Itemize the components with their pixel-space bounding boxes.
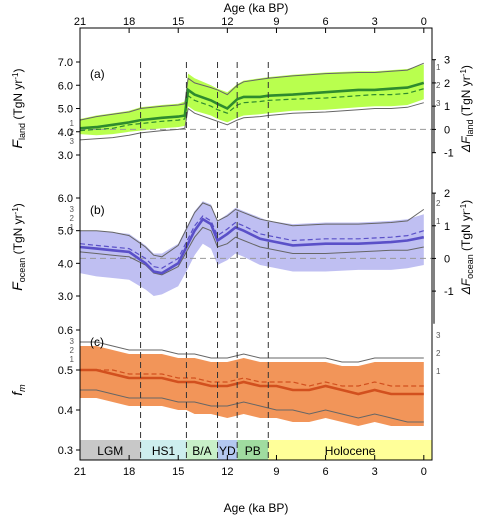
y2-tick-label: 1 bbox=[444, 101, 450, 113]
y2-axis-title: ΔFocean (TgN yr-1) bbox=[459, 200, 475, 295]
curve-3 bbox=[79, 102, 424, 141]
bottom-x-tick-label: 18 bbox=[123, 466, 135, 478]
curve-label-left: 2 bbox=[70, 214, 75, 223]
top-x-tick-label: 12 bbox=[221, 16, 233, 28]
bottom-x-tick-label: 21 bbox=[74, 466, 86, 478]
period-label: Holocene bbox=[325, 444, 376, 458]
y2-tick-label: 3 bbox=[444, 55, 450, 67]
period-block bbox=[268, 440, 432, 460]
y2-tick-label: 2 bbox=[444, 188, 450, 200]
top-x-tick-label: 9 bbox=[273, 16, 279, 28]
panel-letter: (c) bbox=[90, 335, 104, 349]
curve-label-left: 2 bbox=[70, 346, 75, 355]
top-x-axis: Age (ka BP) 21 18 15 12 9 6 3 0 bbox=[74, 1, 427, 33]
curve-label-left: 2 bbox=[70, 128, 75, 137]
bottom-x-tick-label: 3 bbox=[372, 466, 378, 478]
y-axis-title: Fland (TgN yr-1) bbox=[9, 68, 27, 148]
curve-label-left: 1 bbox=[70, 355, 75, 364]
y2-tick-label: 0 bbox=[444, 253, 450, 265]
bottom-x-tick-label: 9 bbox=[273, 466, 279, 478]
curve-label-right: 3 bbox=[436, 331, 441, 340]
top-x-tick-label: 6 bbox=[323, 16, 329, 28]
bottom-x-tick-label: 15 bbox=[172, 466, 184, 478]
period-block bbox=[140, 440, 187, 460]
bottom-x-tick-label: 0 bbox=[421, 466, 427, 478]
y-tick-label: 3.0 bbox=[58, 291, 73, 303]
curve-label-right: 1 bbox=[436, 217, 441, 226]
y-tick-label: 0.3 bbox=[58, 445, 73, 457]
y-axis-title: Focean (TgN yr-1) bbox=[9, 203, 27, 291]
period-label: B/A bbox=[192, 444, 211, 458]
top-x-tick-label: 0 bbox=[421, 16, 427, 28]
curve-label-right: 2 bbox=[436, 349, 441, 358]
curve-label-right: 2 bbox=[436, 199, 441, 208]
top-x-tick-label: 18 bbox=[123, 16, 135, 28]
y-tick-label: 5.0 bbox=[58, 104, 73, 116]
period-block bbox=[217, 440, 238, 460]
y-tick-label: 4.0 bbox=[58, 258, 73, 270]
y-tick-label: 0.6 bbox=[58, 325, 73, 337]
curve-1 bbox=[79, 226, 424, 276]
y-tick-label: 0.5 bbox=[58, 365, 73, 377]
curve-label-left: 1 bbox=[70, 119, 75, 128]
panel-letter: (b) bbox=[90, 203, 105, 217]
curve-2 bbox=[79, 215, 424, 269]
panel-letter: (a) bbox=[90, 67, 105, 81]
y2-tick-label: -1 bbox=[444, 286, 454, 298]
y2-tick-label: 2 bbox=[444, 78, 450, 90]
curve-label-right: 1 bbox=[436, 367, 441, 376]
top-x-axis-title: Age (ka BP) bbox=[224, 1, 289, 15]
curve-3 bbox=[80, 341, 424, 363]
period-label: HS1 bbox=[152, 444, 176, 458]
period-block bbox=[186, 440, 218, 460]
top-x-tick-label: 15 bbox=[172, 16, 184, 28]
curve-label-left: 3 bbox=[70, 137, 75, 146]
curve-2 bbox=[79, 88, 424, 132]
y-tick-label: 5.0 bbox=[58, 226, 73, 238]
top-x-tick-label: 21 bbox=[74, 16, 86, 28]
y2-tick-label: 1 bbox=[444, 221, 450, 233]
y-axis-title: fm bbox=[9, 384, 27, 396]
period-block bbox=[80, 440, 141, 460]
curve-label-left: 3 bbox=[70, 205, 75, 214]
mean-line bbox=[79, 217, 425, 275]
mean-line bbox=[80, 368, 424, 396]
bottom-x-axis: 21 18 15 12 9 6 3 0 Age (ka BP) bbox=[74, 455, 427, 515]
y-tick-label: 6.0 bbox=[58, 80, 73, 92]
curve-label-right: 3 bbox=[436, 99, 441, 108]
y-tick-label: 7.0 bbox=[58, 57, 73, 69]
period-label: PB bbox=[245, 444, 261, 458]
curve-label-left: 1 bbox=[70, 223, 75, 232]
period-block bbox=[237, 440, 269, 460]
top-x-tick-label: 3 bbox=[372, 16, 378, 28]
y-tick-label: 0.4 bbox=[58, 405, 73, 417]
curve-label-left: 3 bbox=[70, 337, 75, 346]
plot-frame bbox=[79, 27, 433, 461]
y-tick-label: 4.0 bbox=[58, 127, 73, 139]
bottom-x-tick-label: 12 bbox=[221, 466, 233, 478]
uncertainty-band bbox=[80, 346, 424, 426]
y-tick-label: 3.0 bbox=[58, 150, 73, 162]
curve-label-right: 1 bbox=[436, 63, 441, 72]
curve-1 bbox=[80, 389, 424, 423]
period-label: LGM bbox=[97, 444, 123, 458]
curve-3 bbox=[80, 202, 425, 258]
y2-tick-label: 0 bbox=[444, 124, 450, 136]
y2-tick-label: -1 bbox=[444, 148, 454, 160]
y2-axis-title: ΔFland (TgN yr-1) bbox=[459, 65, 475, 153]
bottom-x-tick-label: 6 bbox=[323, 466, 329, 478]
mean-line bbox=[79, 81, 425, 130]
bottom-x-axis-title: Age (ka BP) bbox=[224, 501, 289, 515]
y-tick-label: 6.0 bbox=[58, 193, 73, 205]
curve-1 bbox=[79, 62, 424, 121]
curve-2 bbox=[80, 369, 424, 387]
period-label: YD bbox=[219, 444, 236, 458]
curve-label-right: 2 bbox=[436, 81, 441, 90]
